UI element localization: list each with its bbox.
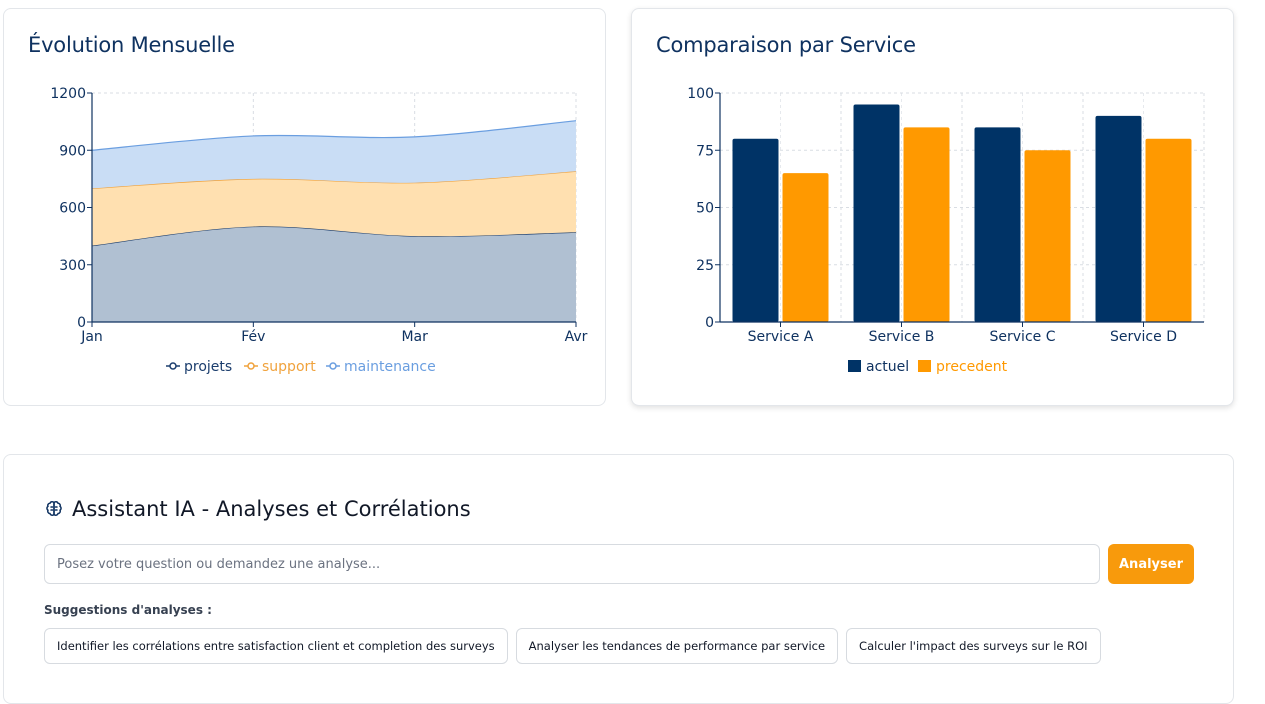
x-tick-label: Service B	[869, 329, 935, 345]
suggestion-chip[interactable]: Calculer l'impact des surveys sur le ROI	[846, 628, 1101, 664]
evolution-area-chart: 0 300 600 900 1200 Jan Fév Mar Avr projets support…	[50, 86, 588, 375]
analysis-question-input[interactable]	[44, 544, 1100, 584]
x-tick-label: Service A	[748, 329, 814, 345]
suggestion-chip[interactable]: Analyser les tendances de performance pa…	[515, 628, 839, 664]
bar-actuel-service-d	[1095, 115, 1142, 323]
area-projets	[92, 226, 576, 322]
x-tick-label: Fév	[241, 329, 265, 345]
legend-marker-support	[247, 362, 255, 370]
x-tick-label: Service C	[990, 329, 1056, 345]
y-tick-label: 0	[705, 315, 714, 331]
legend-label-support: support	[262, 359, 316, 375]
evolution-title: Évolution Mensuelle	[28, 33, 235, 57]
area-support	[92, 171, 576, 246]
legend-label-precedent: precedent	[936, 359, 1008, 375]
evolution-card: Évolution Mensuelle 0 300 600 900 1200 Jan Fév…	[3, 8, 606, 406]
y-tick-label: 100	[687, 86, 714, 102]
suggestions-label: Suggestions d'analyses :	[44, 603, 212, 617]
y-tick-label: 25	[696, 258, 714, 274]
y-tick-label: 0	[77, 315, 86, 331]
bar-actuel-service-a	[732, 138, 779, 322]
suggestion-chip[interactable]: Identifier les corrélations entre satisf…	[44, 628, 508, 664]
legend-swatch-precedent	[918, 360, 931, 372]
legend-swatch-actuel	[848, 360, 861, 372]
y-tick-label: 50	[696, 201, 714, 217]
bar-precedent-service-d	[1145, 138, 1192, 322]
area-maintenance	[92, 120, 576, 189]
bar-actuel-service-c	[974, 127, 1021, 322]
bar-precedent-service-a	[782, 173, 829, 322]
comparison-card: Comparaison par Service 0 25 50 75 100 Servic…	[631, 8, 1234, 406]
assistant-header: Assistant IA - Analyses et Corrélations	[44, 497, 471, 521]
assistant-card: Assistant IA - Analyses et Corrélations …	[3, 454, 1234, 704]
line-maintenance	[91, 120, 577, 151]
legend-label-actuel: actuel	[866, 359, 909, 375]
bar-actuel-service-b	[853, 104, 900, 322]
comparison-bar-chart: 0 25 50 75 100 Service A Service B Service C Ser…	[687, 86, 1205, 375]
legend-marker-projets	[169, 362, 177, 370]
x-tick-label: Mar	[401, 329, 428, 345]
legend-marker-maintenance	[329, 362, 337, 370]
x-tick-label: Avr	[565, 329, 588, 345]
x-tick-label: Jan	[80, 329, 103, 345]
y-tick-label: 75	[696, 143, 714, 159]
suggestions-list: Identifier les corrélations entre satisf…	[44, 628, 1101, 664]
analyze-button[interactable]: Analyser	[1108, 544, 1194, 584]
brain-icon	[46, 501, 62, 516]
y-tick-label: 1200	[50, 86, 86, 102]
y-tick-label: 900	[59, 143, 86, 159]
bar-precedent-service-c	[1024, 150, 1071, 322]
assistant-title: Assistant IA - Analyses et Corrélations	[72, 497, 471, 521]
x-tick-label: Service D	[1110, 329, 1177, 345]
comparison-title: Comparaison par Service	[656, 33, 916, 57]
bar-precedent-service-b	[903, 127, 950, 322]
legend-label-maintenance: maintenance	[344, 359, 436, 375]
y-tick-label: 300	[59, 258, 86, 274]
legend-label-projets: projets	[184, 359, 232, 375]
y-tick-label: 600	[59, 201, 86, 217]
